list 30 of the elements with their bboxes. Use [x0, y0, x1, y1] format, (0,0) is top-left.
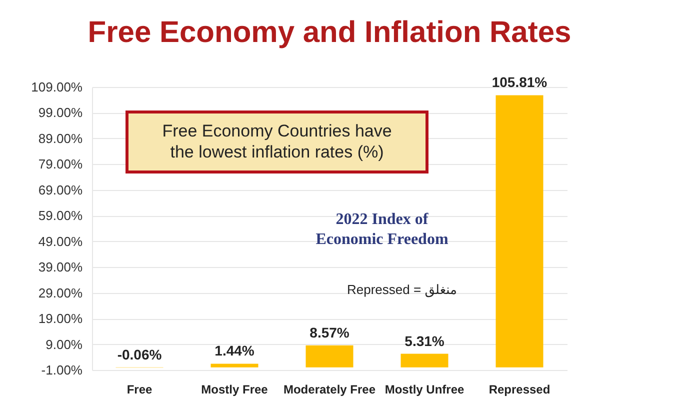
y-tick-label: 89.00% [38, 130, 83, 146]
data-label: 5.31% [404, 332, 445, 349]
x-tick-label: Free [126, 382, 152, 396]
y-tick-label: 69.00% [38, 182, 83, 198]
bar [210, 364, 258, 368]
y-tick-label: 19.00% [38, 311, 83, 326]
x-tick-label: Moderately Free [283, 382, 376, 396]
y-tick-label: 49.00% [38, 234, 83, 249]
bar [400, 354, 448, 368]
bar [306, 345, 354, 368]
x-tick-label: Repressed [488, 382, 550, 396]
x-tick-label: Mostly Unfree [384, 382, 464, 396]
data-label: 8.57% [310, 324, 350, 340]
y-tick-label: 79.00% [38, 156, 83, 172]
y-tick-label: -1.00% [41, 362, 83, 378]
annotation: Free Economy Countries have the lowest inflation rates (%) [162, 121, 392, 162]
y-tick-label: 59.00% [38, 208, 83, 224]
y-tick-label: 109.00% [31, 80, 83, 94]
y-tick-label: 9.00% [46, 336, 83, 352]
chart-title: Free Economy and Inflation Rates [88, 16, 572, 50]
x-tick-label: Mostly Free [201, 382, 268, 396]
data-label: -0.06% [117, 346, 162, 363]
y-tick-label: 99.00% [38, 105, 83, 120]
data-label: 1.44% [214, 342, 255, 359]
annotation: Repressed = منغلق [347, 282, 457, 298]
annotation: 2022 Index of Economic Freedom [316, 211, 449, 248]
bar [496, 95, 544, 368]
y-tick-label: 29.00% [38, 285, 83, 300]
data-label: 105.81% [492, 74, 548, 90]
y-tick-label: 39.00% [38, 260, 83, 275]
